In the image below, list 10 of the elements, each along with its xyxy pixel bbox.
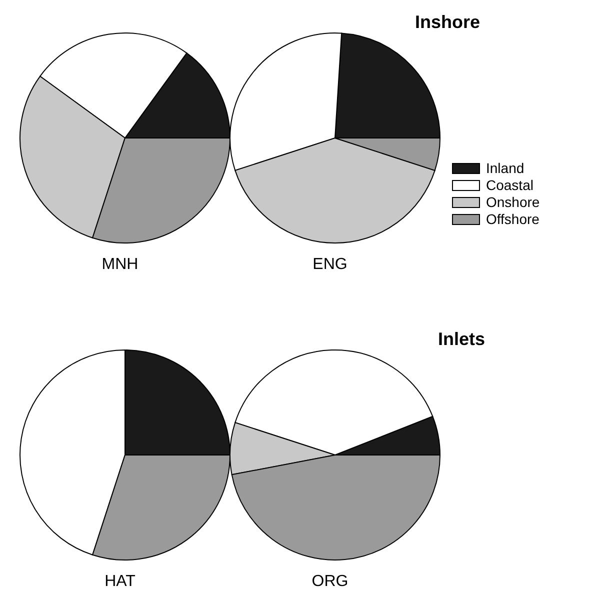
legend-label: Inland [486, 160, 524, 177]
text: HAT [104, 573, 136, 590]
legend-label: Onshore [486, 194, 540, 211]
text: MNH [100, 256, 140, 274]
text: Inshore [414, 12, 480, 33]
text: ORG [310, 573, 350, 590]
legend-label: Coastal [486, 177, 534, 194]
text: ENG [312, 256, 348, 274]
text: Inlets [438, 329, 485, 350]
legend-label: Offshore [486, 211, 540, 228]
